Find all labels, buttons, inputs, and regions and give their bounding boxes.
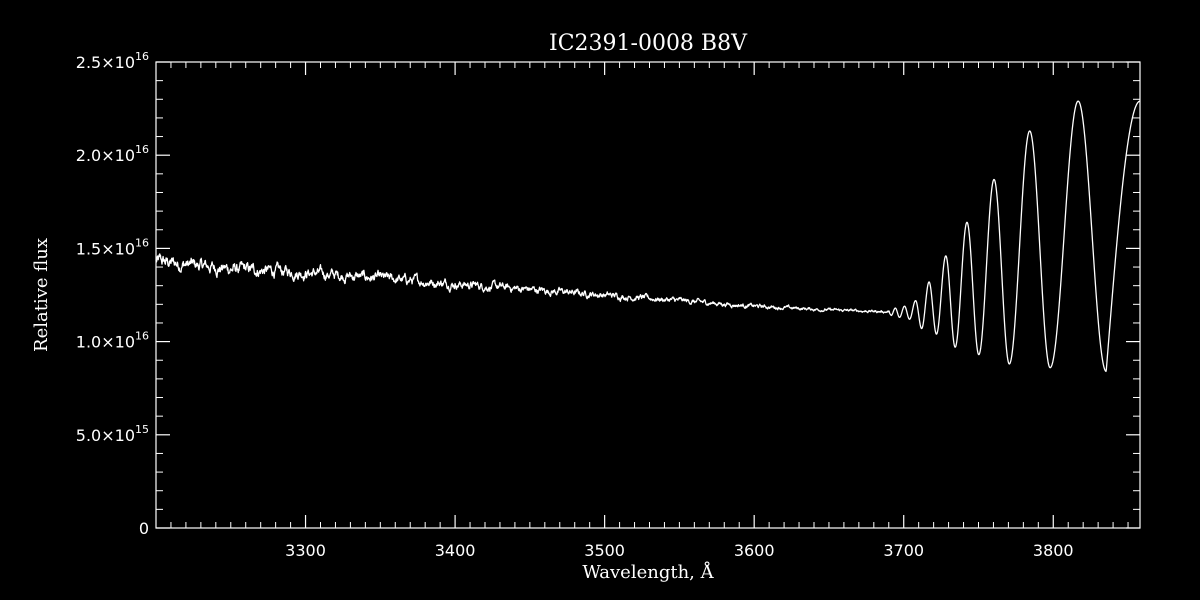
y-tick-label: 2.0×1016 <box>76 143 149 165</box>
x-tick-label: 3300 <box>285 541 326 560</box>
x-tick-label: 3700 <box>883 541 924 560</box>
y-axis-label: Relative flux <box>31 238 52 352</box>
y-tick-label: 1.5×1016 <box>76 236 149 258</box>
y-tick-labels: 0 5.0×1015 1.0×1016 1.5×1016 2.0×1016 2.5×101… <box>76 50 149 538</box>
major-ticks <box>156 61 1140 529</box>
x-tick-label: 3600 <box>734 541 775 560</box>
y-tick-label: 1.0×1016 <box>76 330 149 352</box>
plot-area: 3300 3400 3500 3600 3700 3800 0 5.0×1015 1.0×10… <box>76 50 1141 560</box>
x-tick-label: 3800 <box>1033 541 1074 560</box>
y-tick-label: 2.5×1016 <box>76 50 149 72</box>
spectrum-series-line <box>155 100 1141 373</box>
y-tick-label: 0 <box>139 519 149 538</box>
x-tick-label: 3400 <box>435 541 476 560</box>
plot-frame <box>155 61 1141 529</box>
x-tick-label: 3500 <box>584 541 625 560</box>
y-tick-label: 5.0×1015 <box>76 423 149 445</box>
x-axis-label: Wavelength, Å <box>582 561 714 583</box>
minor-ticks <box>156 62 1140 528</box>
x-tick-labels: 3300 3400 3500 3600 3700 3800 <box>285 541 1073 560</box>
chart-title: IC2391-0008 B8V <box>549 31 748 56</box>
